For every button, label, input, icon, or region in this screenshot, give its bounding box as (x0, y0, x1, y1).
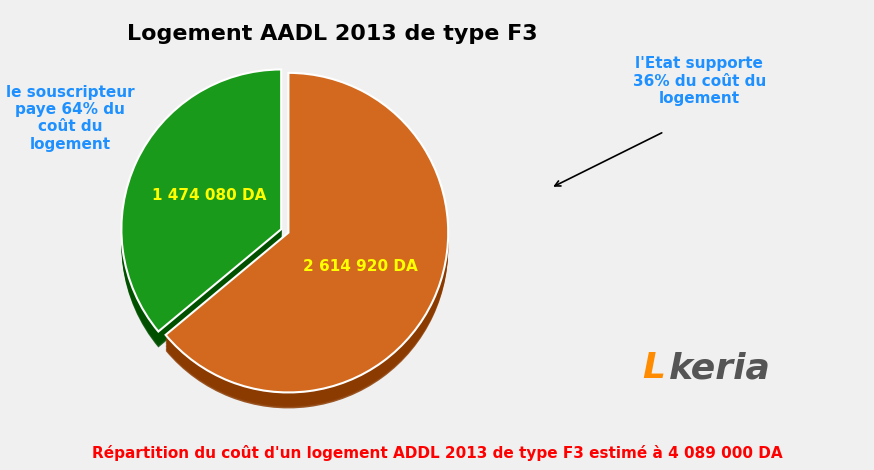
Wedge shape (165, 83, 448, 403)
Wedge shape (121, 84, 281, 346)
Wedge shape (121, 81, 281, 343)
Text: Logement AADL 2013 de type F3: Logement AADL 2013 de type F3 (127, 24, 538, 44)
Wedge shape (165, 77, 448, 397)
Wedge shape (121, 72, 281, 335)
Wedge shape (121, 83, 281, 345)
Wedge shape (121, 70, 281, 331)
Wedge shape (121, 86, 281, 347)
Wedge shape (121, 75, 281, 337)
Wedge shape (121, 78, 281, 340)
Wedge shape (165, 86, 448, 406)
Wedge shape (165, 73, 448, 392)
Wedge shape (165, 73, 448, 392)
Text: keria: keria (669, 352, 771, 385)
Wedge shape (121, 74, 281, 336)
Text: le souscripteur
paye 64% du
coût du
logement: le souscripteur paye 64% du coût du loge… (5, 85, 135, 152)
Wedge shape (121, 71, 281, 333)
Wedge shape (165, 80, 448, 400)
Text: 1 474 080 DA: 1 474 080 DA (152, 188, 266, 203)
Wedge shape (165, 76, 448, 395)
Text: L: L (642, 352, 665, 385)
Wedge shape (165, 87, 448, 407)
Text: 2 614 920 DA: 2 614 920 DA (303, 259, 418, 274)
Text: l'Etat supporte
36% du coût du
logement: l'Etat supporte 36% du coût du logement (633, 56, 766, 106)
Text: Répartition du coût d'un logement ADDL 2013 de type F3 estimé à 4 089 000 DA: Répartition du coût d'un logement ADDL 2… (92, 445, 782, 461)
Wedge shape (165, 78, 448, 398)
Wedge shape (165, 85, 448, 404)
Wedge shape (165, 74, 448, 394)
Wedge shape (165, 82, 448, 401)
Wedge shape (121, 79, 281, 342)
Wedge shape (121, 70, 281, 331)
Wedge shape (121, 77, 281, 339)
Wedge shape (165, 89, 448, 408)
